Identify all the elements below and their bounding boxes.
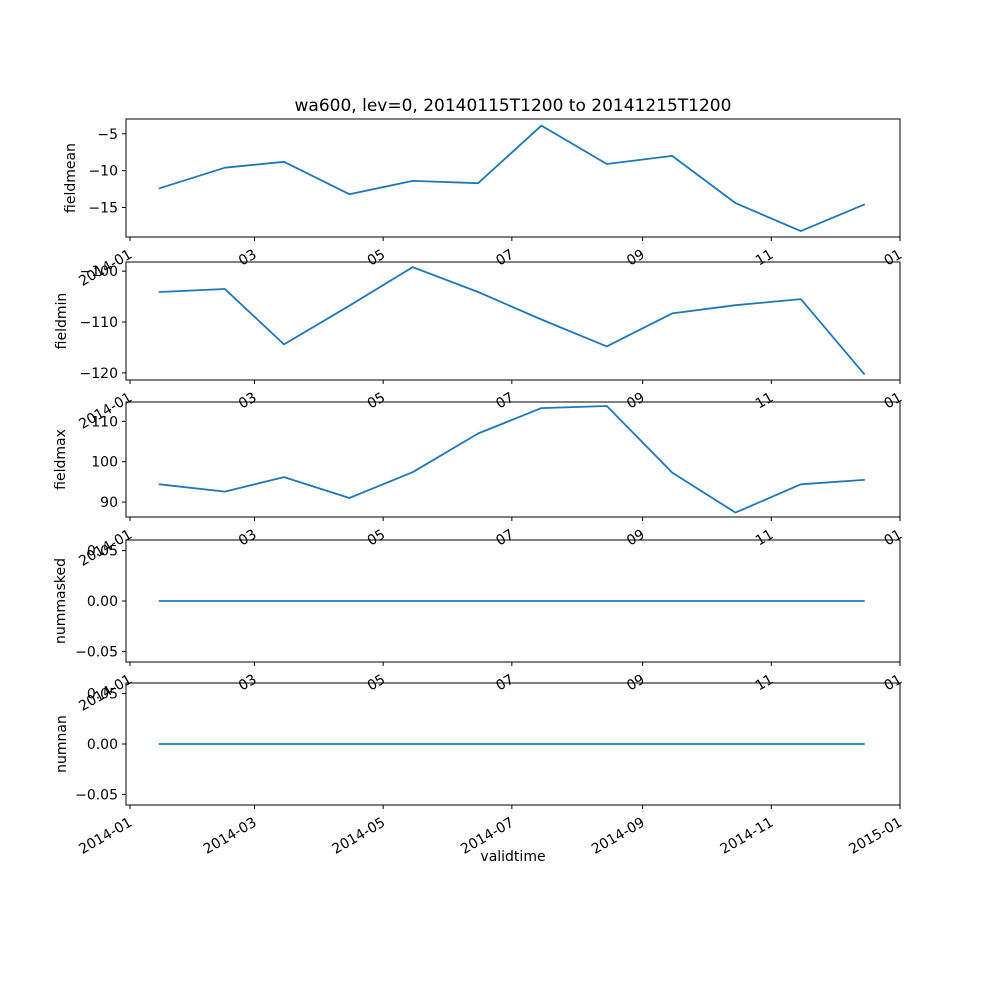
- axes-frame: [125, 261, 901, 381]
- axes-frame: [125, 401, 901, 518]
- y-axis-title-fieldmean: fieldmean: [63, 143, 79, 213]
- x-axis-label: validtime: [480, 849, 546, 865]
- y-axis-title-numnan: numnan: [54, 715, 70, 773]
- x-tick-label: 03: [236, 390, 259, 413]
- fieldmax-line: [158, 405, 865, 514]
- x-tick-label: 01: [882, 390, 905, 413]
- y-tick-label: −0.05: [75, 787, 118, 803]
- axes-frame: [125, 118, 901, 238]
- x-tick-label: 03: [236, 247, 259, 270]
- y-tick-label: 0.00: [87, 594, 118, 610]
- y-axis-title-fieldmax: fieldmax: [53, 429, 69, 490]
- y-tick-label: 0.00: [87, 737, 118, 753]
- y-tick-label: −5: [97, 127, 118, 143]
- chart-title: wa600, lev=0, 20140115T1200 to 20141215T…: [294, 96, 732, 116]
- y-tick-label: 110: [91, 414, 118, 430]
- y-tick-label: −15: [88, 201, 118, 217]
- y-tick-label: −100: [80, 264, 118, 280]
- y-axis-title-fieldmin: fieldmin: [54, 293, 70, 350]
- fieldmin-line: [158, 266, 865, 375]
- x-tick-label: 07: [493, 527, 516, 550]
- y-tick-label: −110: [80, 315, 118, 331]
- x-tick-label: 07: [493, 390, 516, 413]
- x-tick-label: 07: [493, 247, 516, 270]
- x-tick-label: 03: [236, 527, 259, 550]
- y-tick-label: −120: [80, 366, 118, 382]
- x-tick-label: 01: [882, 527, 905, 550]
- x-tick-label: 05: [365, 390, 388, 413]
- x-tick-label: 09: [624, 390, 647, 413]
- y-tick-label: 0.05: [87, 687, 118, 703]
- x-tick-label: 05: [365, 527, 388, 550]
- x-tick-label: 01: [882, 247, 905, 270]
- fieldmean-line: [158, 124, 865, 233]
- y-tick-label: 0.05: [87, 544, 118, 560]
- x-tick-label: 11: [753, 247, 776, 270]
- y-tick-label: 100: [91, 455, 118, 471]
- y-tick-label: 90: [100, 495, 118, 511]
- y-tick-label: −0.05: [75, 644, 118, 660]
- x-tick-label: 11: [753, 527, 776, 550]
- y-axis-title-nummasked: nummasked: [53, 558, 69, 644]
- x-tick-label: 09: [624, 527, 647, 550]
- x-tick-label: 05: [365, 247, 388, 270]
- x-tick-label: 09: [624, 247, 647, 270]
- x-tick-label: 11: [753, 390, 776, 413]
- y-tick-label: −10: [88, 164, 118, 180]
